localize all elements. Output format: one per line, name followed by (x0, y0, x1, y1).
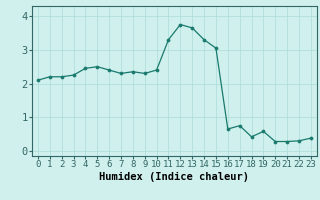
X-axis label: Humidex (Indice chaleur): Humidex (Indice chaleur) (100, 172, 249, 182)
